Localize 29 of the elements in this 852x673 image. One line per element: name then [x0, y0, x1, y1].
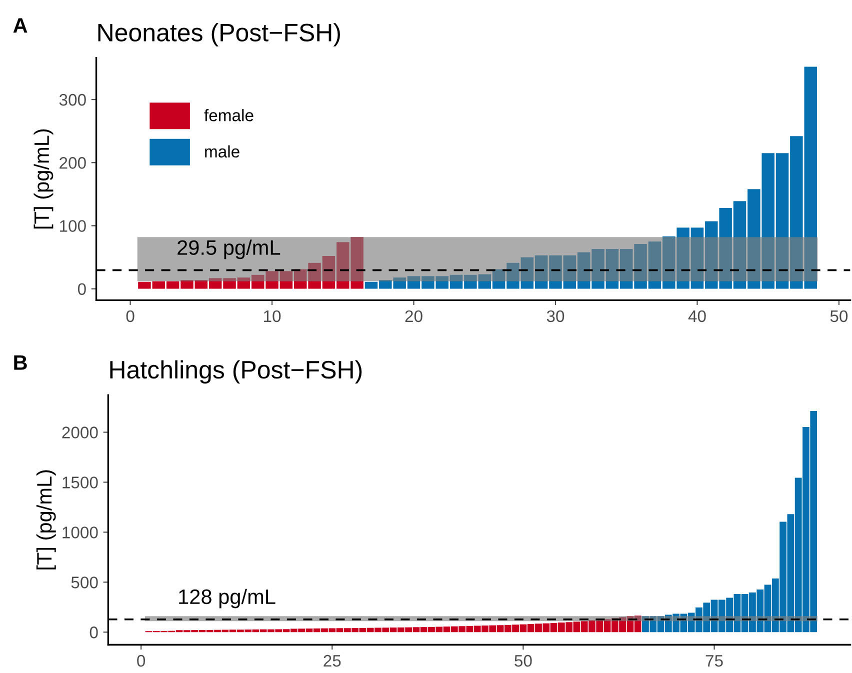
ref-line-label: 128 pg/mL	[179, 588, 276, 608]
ref-line-label: 29.5 pg/mL	[178, 240, 280, 260]
chart-title: Hatchlings (Post−FSH)	[110, 360, 362, 384]
y-tick-label: 2000	[62, 426, 98, 438]
x-tick-label: 50	[514, 654, 532, 667]
y-axis-title: [T] (pg/mL)	[34, 129, 54, 228]
x-tick-label: 40	[688, 310, 706, 322]
y-tick-label: 0	[78, 283, 86, 296]
y-tick-label: 300	[59, 94, 86, 106]
legend-label: female	[204, 109, 254, 122]
y-tick-label: 100	[60, 220, 86, 232]
x-tick-label: 30	[546, 310, 564, 322]
y-axis-title: [T] (pg/mL)	[36, 470, 56, 570]
x-tick-label: 25	[324, 654, 341, 667]
x-tick-label: 10	[264, 310, 281, 322]
x-tick-label: 0	[126, 310, 134, 322]
y-tick-label: 1500	[62, 476, 98, 488]
text: B	[14, 355, 27, 370]
y-tick-label: 1000	[62, 526, 98, 538]
x-tick-label: 75	[706, 655, 723, 667]
chart-title: Neonates (Post−FSH)	[98, 23, 340, 46]
legend-label: male	[205, 145, 240, 158]
y-tick-label: 500	[71, 576, 98, 588]
y-tick-label: 200	[60, 157, 86, 169]
y-tick-label: 0	[90, 626, 98, 638]
x-tick-label: 20	[405, 310, 422, 322]
x-tick-label: 50	[830, 310, 848, 322]
text: A	[13, 18, 28, 33]
x-tick-label: 0	[137, 654, 146, 667]
